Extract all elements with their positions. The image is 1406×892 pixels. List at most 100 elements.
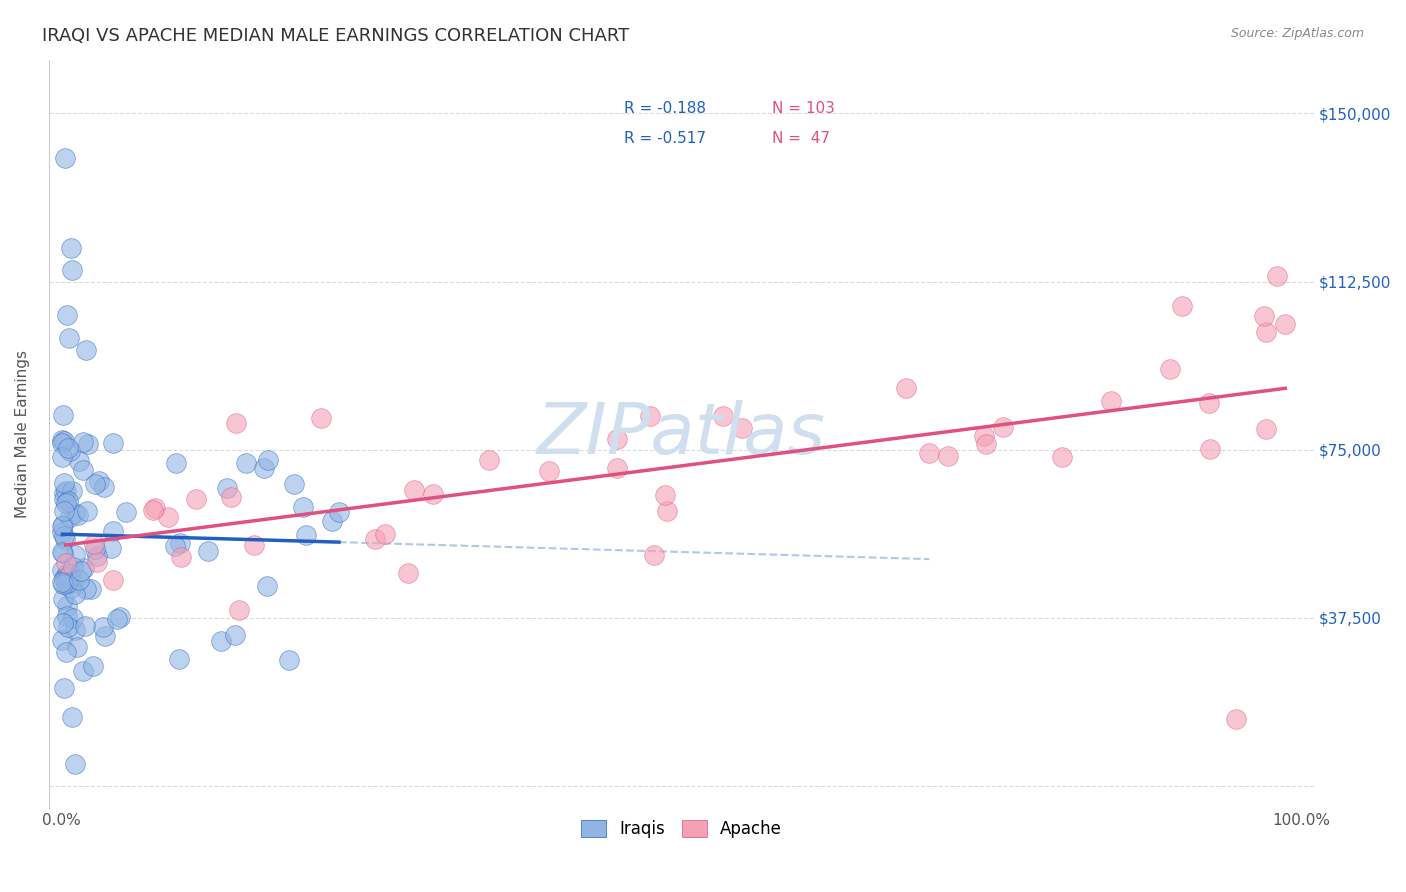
Point bbox=[1254, 422, 1277, 436]
Point bbox=[76, 437, 98, 451]
Point bbox=[165, 456, 187, 470]
Point bbox=[67, 574, 90, 588]
Point bbox=[51, 632, 73, 647]
Point bbox=[72, 463, 94, 477]
Point bbox=[53, 434, 76, 449]
Point bbox=[58, 443, 80, 458]
Point bbox=[58, 330, 80, 344]
Point bbox=[86, 549, 108, 563]
Text: R = -0.517: R = -0.517 bbox=[624, 131, 706, 145]
Point bbox=[221, 490, 243, 504]
Point bbox=[283, 477, 305, 491]
Point bbox=[295, 528, 318, 542]
Point bbox=[52, 577, 75, 591]
Point bbox=[62, 611, 84, 625]
Point bbox=[606, 432, 628, 446]
Point bbox=[197, 544, 219, 558]
Point bbox=[638, 409, 661, 423]
Point bbox=[918, 446, 941, 460]
Point bbox=[52, 592, 75, 607]
Point bbox=[65, 756, 87, 771]
Point bbox=[1225, 712, 1247, 726]
Point bbox=[974, 437, 997, 451]
Point bbox=[55, 570, 77, 584]
Point bbox=[364, 532, 387, 546]
Point bbox=[103, 524, 125, 538]
Point bbox=[75, 619, 97, 633]
Point bbox=[51, 574, 73, 589]
Point bbox=[51, 545, 73, 559]
Point bbox=[52, 518, 75, 533]
Point bbox=[52, 486, 75, 500]
Point bbox=[291, 500, 314, 515]
Point bbox=[83, 537, 105, 551]
Point bbox=[53, 571, 76, 585]
Point bbox=[55, 496, 77, 510]
Point bbox=[108, 610, 131, 624]
Point bbox=[55, 608, 77, 623]
Point bbox=[52, 615, 75, 630]
Point bbox=[51, 450, 73, 464]
Point bbox=[53, 491, 76, 506]
Point bbox=[63, 506, 86, 520]
Point bbox=[328, 505, 350, 519]
Point bbox=[1265, 268, 1288, 283]
Point bbox=[184, 491, 207, 506]
Point bbox=[1050, 450, 1073, 464]
Point bbox=[143, 501, 166, 516]
Point bbox=[114, 505, 136, 519]
Point bbox=[224, 628, 246, 642]
Point bbox=[1274, 317, 1296, 331]
Text: N = 103: N = 103 bbox=[772, 101, 835, 116]
Point bbox=[209, 633, 232, 648]
Point bbox=[59, 509, 82, 524]
Point bbox=[256, 453, 278, 467]
Point bbox=[75, 582, 97, 597]
Point bbox=[91, 620, 114, 634]
Point bbox=[654, 487, 676, 501]
Point bbox=[80, 582, 103, 597]
Point bbox=[51, 563, 73, 577]
Point bbox=[72, 434, 94, 449]
Point bbox=[228, 603, 250, 617]
Point bbox=[56, 308, 79, 322]
Point bbox=[225, 416, 247, 430]
Point bbox=[58, 494, 80, 508]
Point bbox=[256, 579, 278, 593]
Point bbox=[1099, 394, 1122, 409]
Point bbox=[55, 578, 77, 592]
Point bbox=[731, 421, 754, 435]
Point bbox=[655, 503, 678, 517]
Point bbox=[100, 541, 122, 555]
Point bbox=[53, 529, 76, 543]
Point bbox=[215, 481, 238, 495]
Point bbox=[56, 575, 79, 590]
Point bbox=[169, 535, 191, 549]
Point bbox=[56, 569, 79, 583]
Point bbox=[991, 420, 1014, 434]
Text: R = -0.188: R = -0.188 bbox=[624, 101, 706, 116]
Point bbox=[56, 442, 79, 456]
Point bbox=[82, 658, 104, 673]
Point bbox=[1198, 396, 1220, 410]
Point bbox=[84, 477, 107, 491]
Point bbox=[73, 561, 96, 575]
Point bbox=[66, 640, 89, 654]
Point bbox=[235, 456, 257, 470]
Point bbox=[278, 652, 301, 666]
Point bbox=[163, 540, 186, 554]
Point bbox=[51, 435, 73, 450]
Point bbox=[51, 525, 73, 540]
Point bbox=[86, 555, 108, 569]
Point bbox=[69, 564, 91, 578]
Point bbox=[60, 484, 83, 499]
Text: Source: ZipAtlas.com: Source: ZipAtlas.com bbox=[1230, 27, 1364, 40]
Point bbox=[973, 429, 995, 443]
Point bbox=[606, 460, 628, 475]
Point bbox=[63, 586, 86, 600]
Point bbox=[51, 433, 73, 447]
Point bbox=[253, 461, 276, 475]
Point bbox=[170, 549, 193, 564]
Point bbox=[643, 548, 665, 562]
Point bbox=[1199, 442, 1222, 456]
